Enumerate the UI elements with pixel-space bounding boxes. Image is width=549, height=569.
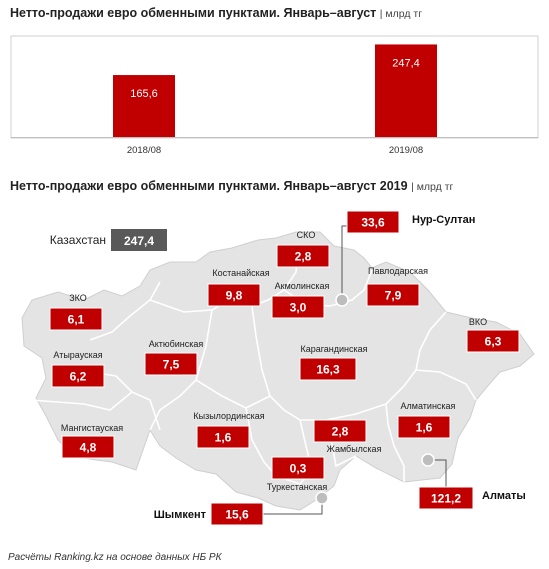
city-leader-line bbox=[341, 225, 347, 300]
region-value: 16,3 bbox=[316, 363, 340, 377]
region-label: Атырауская bbox=[53, 350, 102, 360]
city-value: 33,6 bbox=[361, 216, 385, 230]
region-border bbox=[385, 403, 405, 482]
region-value-badge bbox=[144, 352, 198, 376]
region-value: 2,8 bbox=[332, 425, 349, 439]
map-chart-title: Нетто-продажи евро обменными пунктами. Я… bbox=[10, 179, 453, 193]
region-value: 6,1 bbox=[68, 313, 85, 327]
region-label: Кызылординская bbox=[193, 411, 264, 421]
region-label: Жамбылская bbox=[327, 444, 382, 454]
city-value-badge bbox=[210, 502, 264, 526]
region-value-badge bbox=[49, 307, 103, 331]
region-value: 4,8 bbox=[80, 441, 97, 455]
city-value-badge bbox=[418, 486, 474, 510]
bar-2019/08 bbox=[375, 44, 437, 138]
region-label: ВКО bbox=[469, 317, 487, 327]
region-label: Актюбинская bbox=[149, 339, 204, 349]
x-tick-label: 2019/08 bbox=[389, 145, 423, 156]
region-label: Алматинская bbox=[401, 401, 456, 411]
region-value-badge bbox=[207, 283, 261, 307]
city-label: Шымкент bbox=[154, 509, 207, 521]
region-label: Костанайская bbox=[212, 268, 269, 278]
region-value: 0,3 bbox=[290, 462, 307, 476]
region-value: 1,6 bbox=[215, 431, 232, 445]
city-label: Нур-Султан bbox=[412, 214, 475, 226]
region-label: Акмолинская bbox=[275, 281, 330, 291]
map-chart-title-text: Нетто-продажи евро обменными пунктами. Я… bbox=[10, 179, 408, 193]
bar-value-label: 165,6 bbox=[130, 88, 158, 100]
bar-chart: 165,6 2018/08 247,4 2019/08 bbox=[10, 35, 539, 156]
bar-chart-unit: | млрд тг bbox=[379, 8, 423, 20]
total-label: Казахстан bbox=[50, 233, 106, 247]
region-value-badge bbox=[366, 283, 420, 307]
city-label: Алматы bbox=[482, 490, 526, 502]
region-label: СКО bbox=[297, 230, 316, 240]
city-value: 15,6 bbox=[225, 508, 249, 522]
region-border bbox=[415, 369, 477, 401]
region-label: ЗКО bbox=[69, 293, 87, 303]
bar-value-label: 247,4 bbox=[392, 57, 420, 69]
region-value-badge bbox=[51, 364, 105, 388]
region-value-badge bbox=[196, 425, 250, 449]
region-value-badge bbox=[271, 295, 325, 319]
region-value: 6,2 bbox=[70, 370, 87, 384]
bar-2018/08 bbox=[113, 75, 175, 137]
region-value-badge bbox=[61, 435, 115, 459]
city-marker bbox=[315, 491, 329, 505]
total-value: 247,4 bbox=[124, 234, 154, 248]
city-marker bbox=[335, 293, 349, 307]
region-border bbox=[89, 281, 161, 341]
region-value-badge bbox=[276, 244, 330, 268]
region-value-badge bbox=[397, 415, 451, 439]
region-border bbox=[149, 309, 213, 431]
region-value: 6,3 bbox=[485, 335, 502, 349]
bar-chart-title-text: Нетто-продажи евро обменными пунктами. Я… bbox=[10, 6, 377, 20]
city-marker bbox=[421, 453, 435, 467]
region-label: Карагандинская bbox=[300, 344, 367, 354]
region-value: 3,0 bbox=[290, 301, 307, 315]
region-label: Мангистауская bbox=[61, 423, 123, 433]
region-value-badge bbox=[299, 357, 357, 381]
source-note: Расчёты Ranking.kz на основе данных НБ Р… bbox=[8, 552, 222, 563]
region-value: 2,8 bbox=[295, 250, 312, 264]
total-value-badge bbox=[111, 229, 167, 251]
region-value: 7,5 bbox=[163, 358, 180, 372]
region-border bbox=[245, 407, 313, 485]
map-chart-unit: | млрд тг bbox=[411, 181, 454, 193]
region-value: 1,6 bbox=[416, 421, 433, 435]
bar-chart-title: Нетто-продажи евро обменными пунктами. Я… bbox=[10, 6, 422, 20]
region-value: 9,8 bbox=[226, 289, 243, 303]
region-value: 7,9 bbox=[385, 289, 402, 303]
region-label: Туркестанская bbox=[267, 482, 328, 492]
region-value-badge bbox=[271, 456, 325, 480]
region-value-badge bbox=[466, 329, 520, 353]
region-border bbox=[29, 391, 161, 431]
region-border bbox=[195, 379, 271, 409]
city-value-badge bbox=[346, 210, 400, 234]
city-value: 121,2 bbox=[431, 492, 461, 506]
region-border bbox=[251, 305, 447, 421]
region-value-badge bbox=[313, 419, 367, 443]
region-label: Павлодарская bbox=[368, 266, 428, 276]
x-tick-label: 2018/08 bbox=[127, 145, 161, 156]
